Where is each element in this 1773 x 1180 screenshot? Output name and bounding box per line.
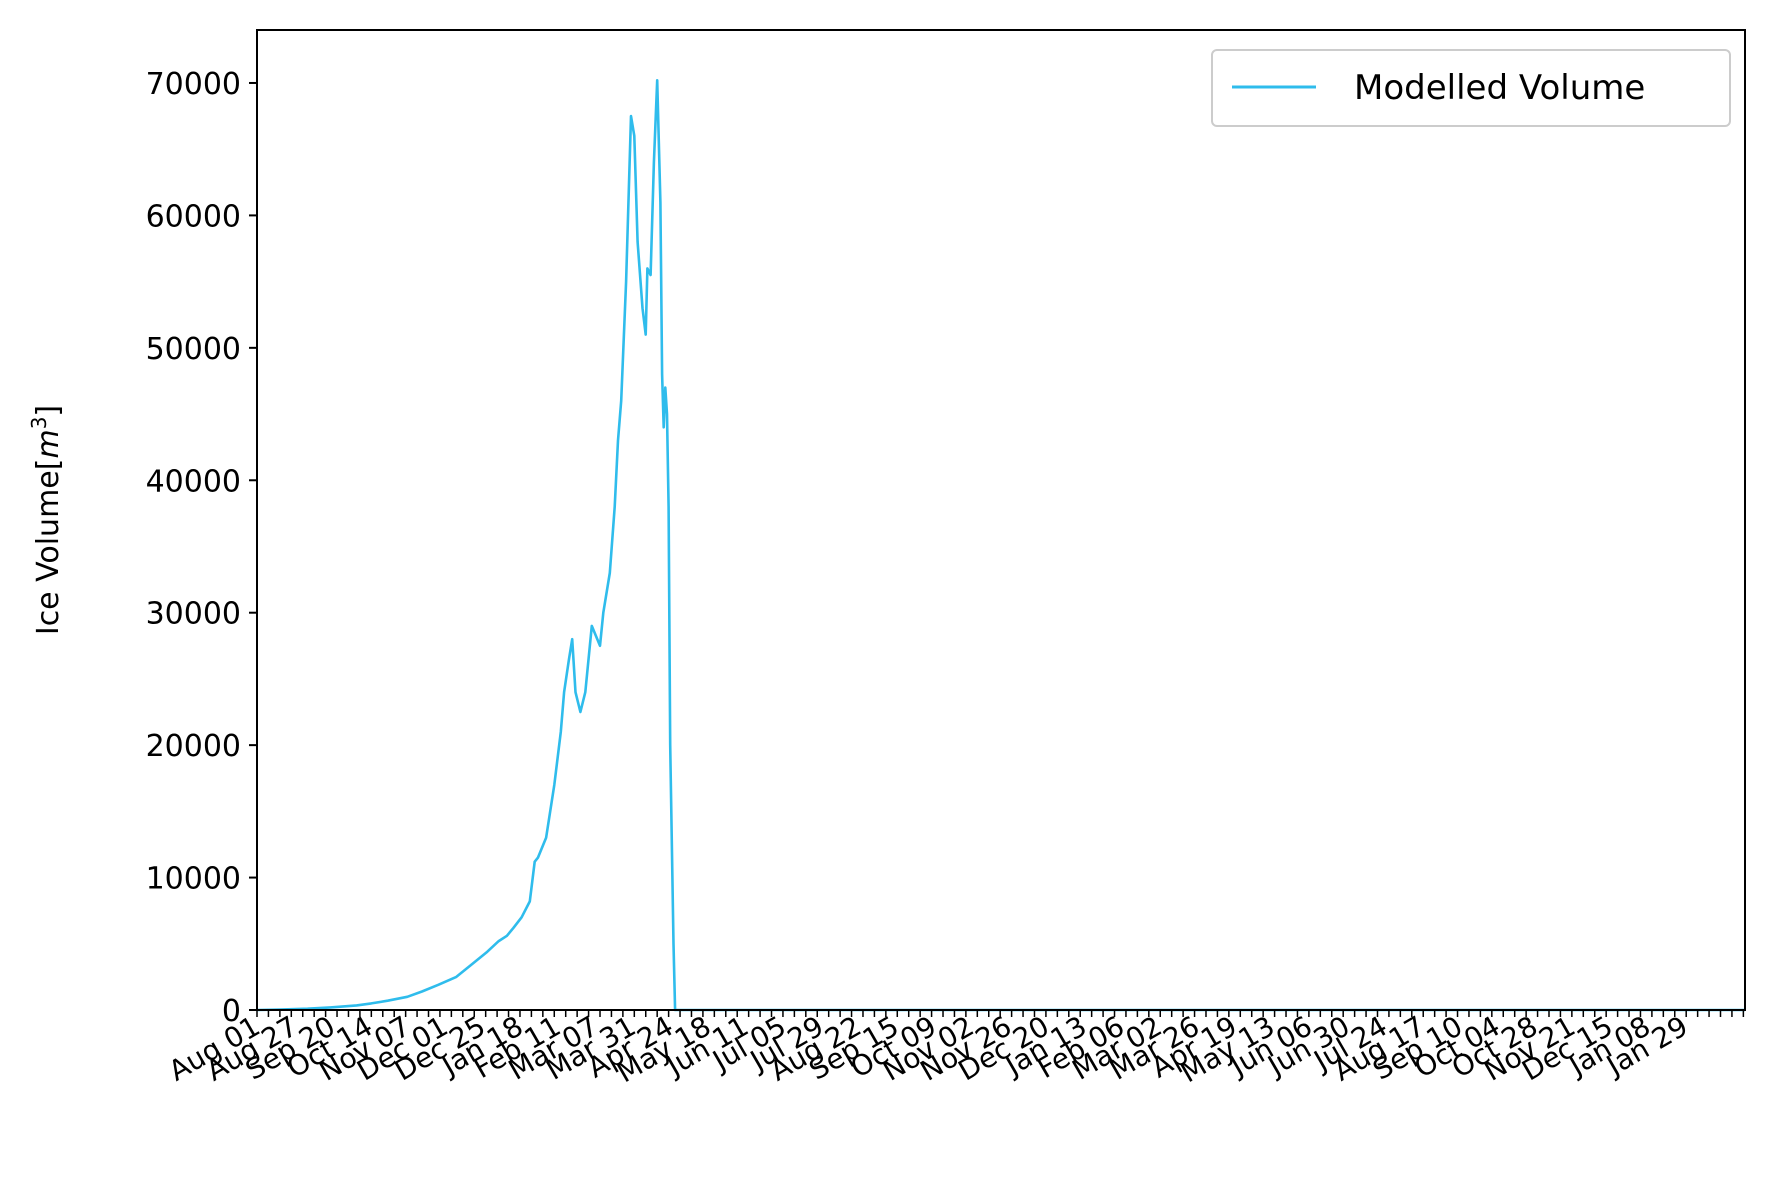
- y-tick-label: 70000: [146, 67, 241, 102]
- y-axis-ticks: 0 10000 20000 30000 40000 50000 60000 70000: [146, 67, 257, 1029]
- y-tick-label: 0: [222, 994, 241, 1029]
- y-axis-label-close: ]: [31, 405, 66, 417]
- plot-area: [256, 79, 1745, 1012]
- y-axis-label-exponent: 3: [27, 417, 51, 430]
- y-tick-label: 20000: [146, 729, 241, 764]
- y-tick-label: 50000: [146, 332, 241, 367]
- y-axis-label-base: Ice Volume[: [31, 459, 66, 636]
- legend-box: [1211, 49, 1731, 127]
- axes-frame: [256, 29, 1746, 1011]
- y-tick-label: 60000: [146, 199, 241, 234]
- legend-label: Modelled Volume: [1354, 68, 1645, 108]
- y-axis-label-var: m: [31, 429, 66, 458]
- y-tick-label: 10000: [146, 862, 241, 897]
- y-axis-label: Ice Volume[m3]: [27, 405, 66, 635]
- y-tick-label: 40000: [146, 464, 241, 499]
- series-line-0: [256, 79, 1745, 1012]
- y-tick-label: 30000: [146, 597, 241, 632]
- legend: Modelled Volume: [1211, 49, 1731, 127]
